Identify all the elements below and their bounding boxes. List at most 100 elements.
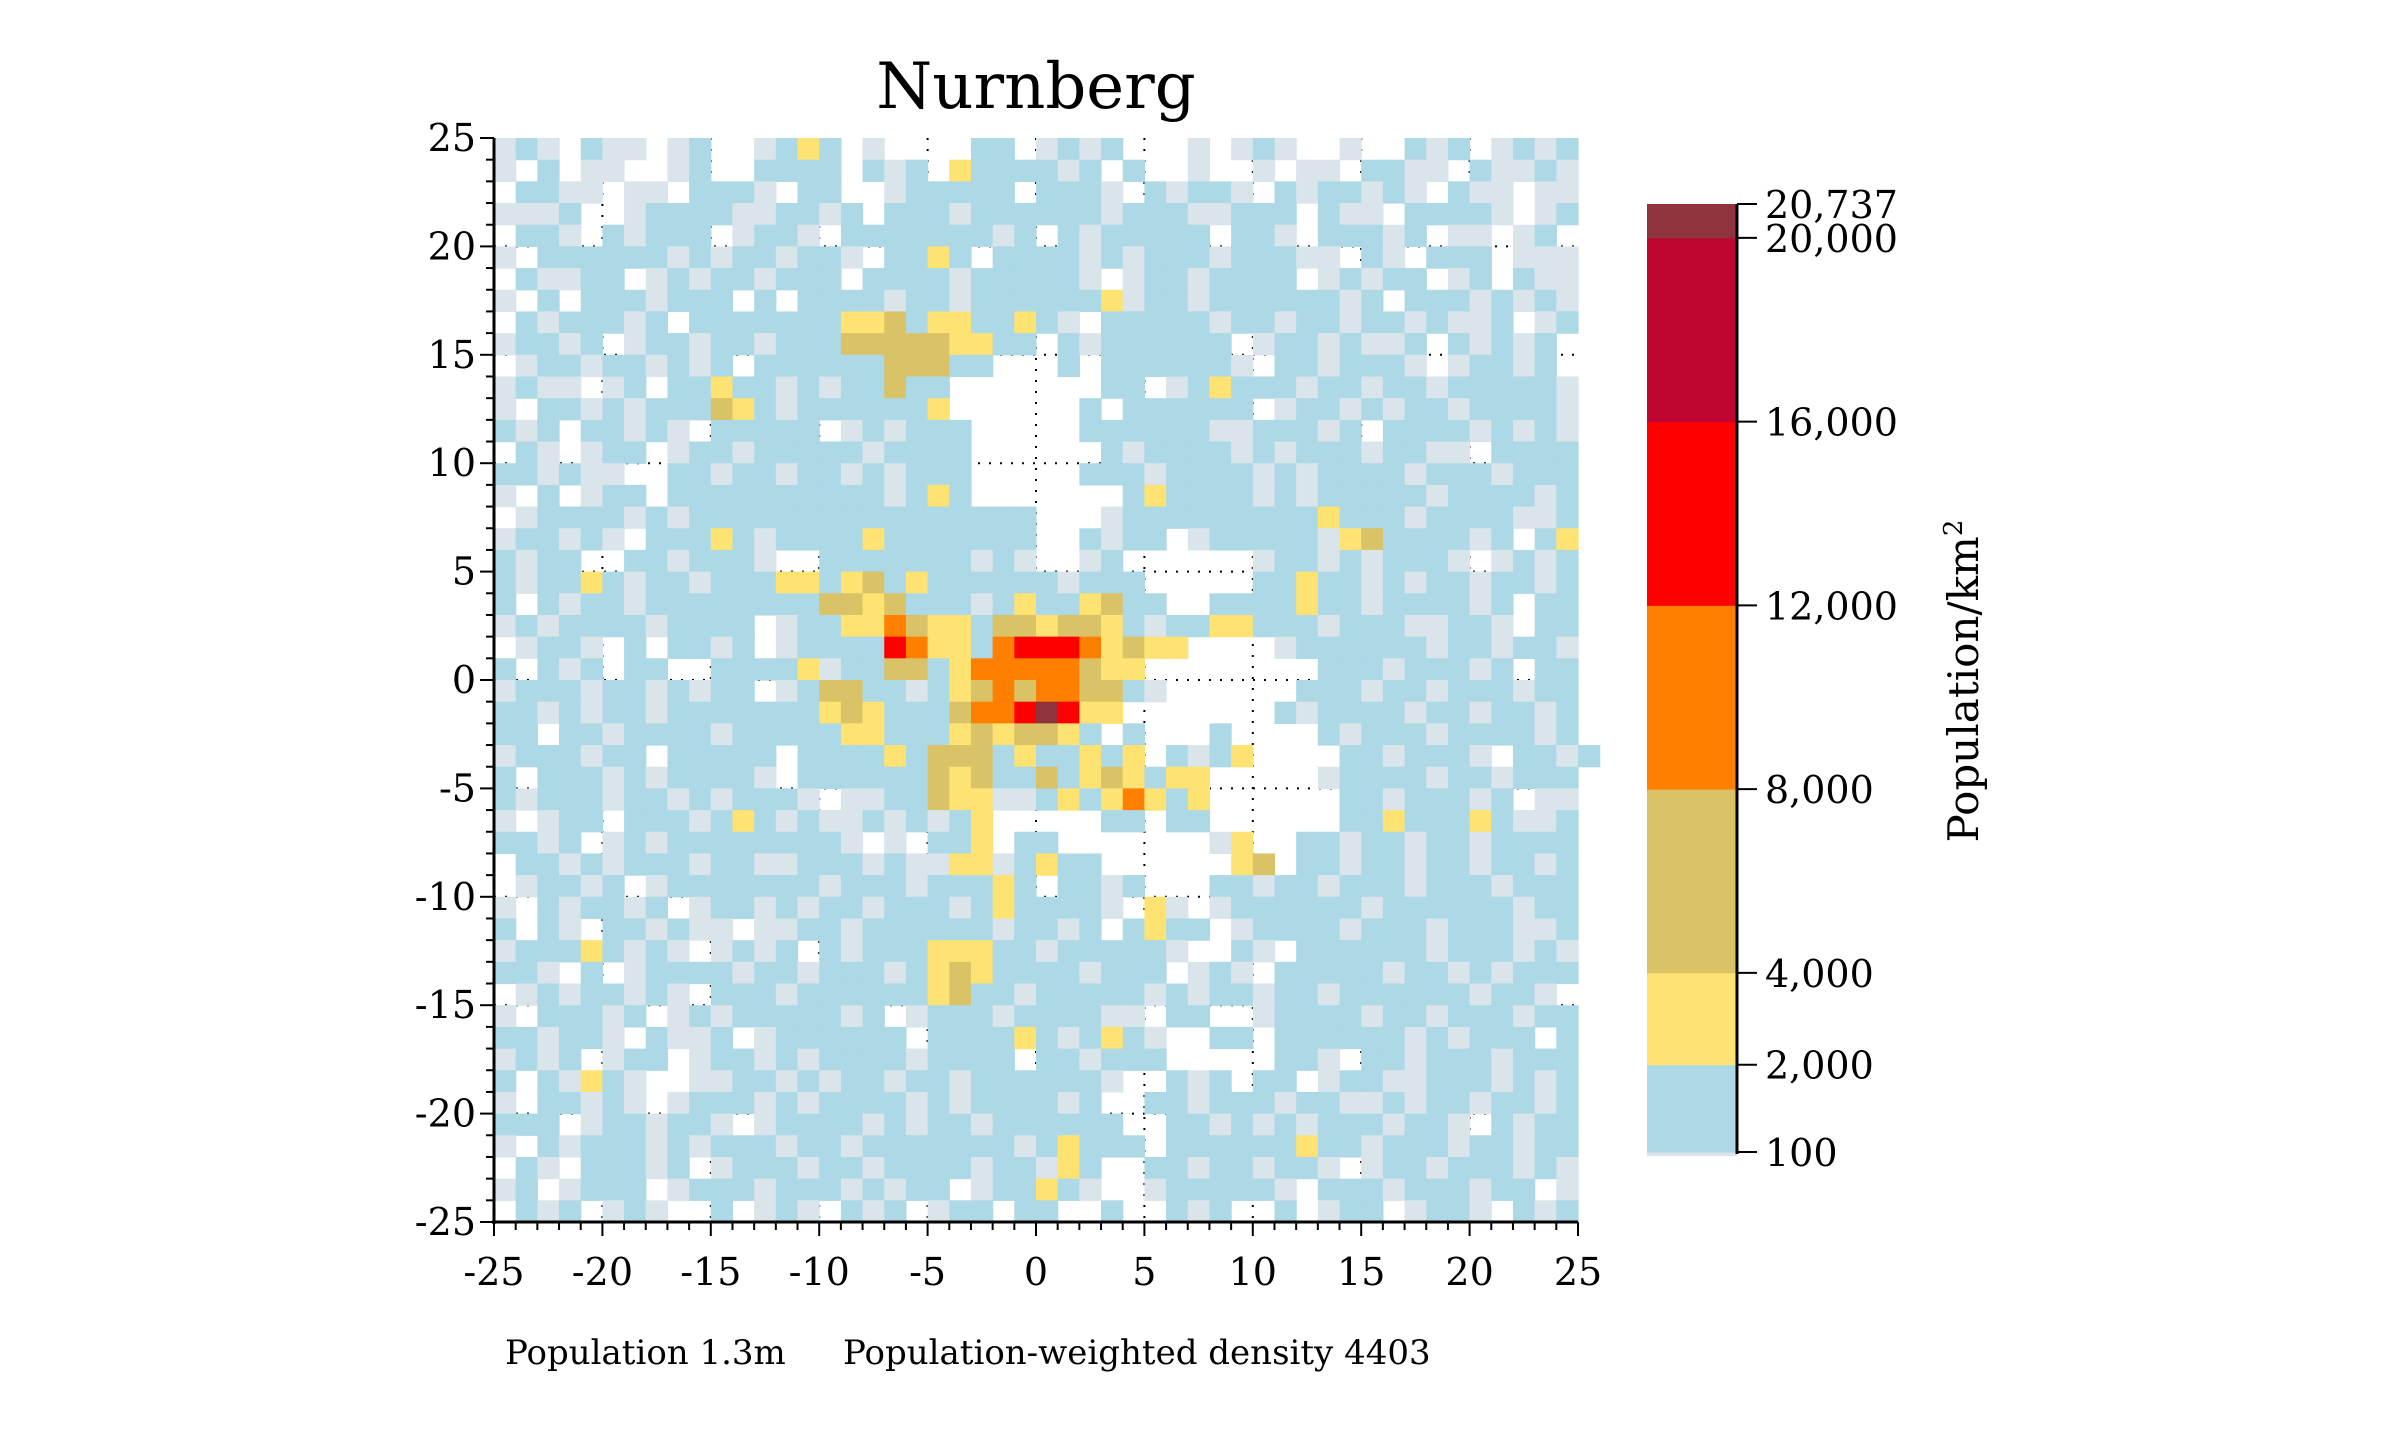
heatmap-cell	[1382, 875, 1406, 898]
heatmap-cell	[1426, 1156, 1449, 1180]
heatmap-cell	[1339, 571, 1362, 594]
heatmap-cell	[732, 614, 755, 638]
heatmap-cell	[840, 1178, 864, 1201]
heatmap-cell	[689, 203, 712, 226]
heatmap-cell	[1036, 181, 1059, 204]
heatmap-cell	[602, 246, 625, 269]
heatmap-cell	[1101, 658, 1124, 681]
y-tick-label: -15	[415, 983, 476, 1027]
heatmap-cell	[754, 831, 777, 855]
heatmap-cell	[1252, 159, 1276, 182]
heatmap-cell	[1144, 203, 1167, 226]
heatmap-cell	[1534, 289, 1557, 313]
heatmap-cell	[1317, 896, 1341, 920]
heatmap-cell	[1512, 398, 1536, 421]
heatmap-cell	[1447, 1156, 1471, 1180]
heatmap-cell	[689, 289, 712, 313]
heatmap-cell	[949, 311, 972, 334]
heatmap-cell	[1317, 1026, 1341, 1050]
heatmap-cell	[580, 1026, 603, 1050]
heatmap-cell	[1382, 268, 1406, 291]
heatmap-cell	[754, 1113, 777, 1136]
heatmap-cell	[927, 1026, 950, 1050]
heatmap-cell	[797, 918, 820, 941]
heatmap-cell	[1166, 1070, 1189, 1093]
heatmap-cell	[992, 918, 1015, 941]
heatmap-cell	[1361, 636, 1384, 659]
heatmap-cell	[862, 896, 885, 920]
heatmap-cell	[1426, 1005, 1449, 1028]
heatmap-cell	[1426, 138, 1449, 161]
heatmap-cell	[1512, 419, 1536, 443]
heatmap-cell	[515, 723, 538, 746]
heatmap-cell	[970, 896, 994, 920]
heatmap-cell	[559, 1048, 582, 1071]
heatmap-cell	[754, 528, 777, 551]
heatmap-cell	[862, 614, 885, 638]
heatmap-cell	[905, 1178, 929, 1201]
heatmap-cell	[840, 398, 864, 421]
heatmap-cell	[710, 1178, 734, 1201]
heatmap-cell	[840, 419, 864, 443]
heatmap-cell	[1534, 549, 1557, 573]
heatmap-cell	[537, 788, 560, 811]
y-tick-label: 20	[428, 224, 476, 268]
heatmap-cell	[1512, 571, 1536, 594]
heatmap-cell	[927, 333, 950, 356]
heatmap-cell	[905, 224, 929, 247]
y-tick-label: -5	[439, 766, 476, 810]
heatmap-cell	[1014, 658, 1037, 681]
heatmap-cell	[1057, 918, 1080, 941]
heatmap-cell	[1252, 549, 1276, 573]
heatmap-cell	[1122, 658, 1145, 681]
heatmap-cell	[1166, 268, 1189, 291]
heatmap-cell	[819, 398, 842, 421]
heatmap-cell	[494, 723, 517, 746]
heatmap-cell	[1361, 896, 1384, 920]
heatmap-cell	[624, 701, 647, 724]
heatmap-cell	[1447, 1200, 1471, 1223]
heatmap-cell	[1274, 268, 1297, 291]
heatmap-cell	[1361, 658, 1384, 681]
heatmap-cell	[884, 831, 907, 855]
heatmap-cell	[819, 875, 842, 898]
heatmap-cell	[840, 745, 864, 768]
heatmap-cell	[1187, 961, 1211, 985]
heatmap-cell	[754, 896, 777, 920]
heatmap-cell	[1361, 593, 1384, 616]
heatmap-cell	[1231, 593, 1254, 616]
heatmap-cell	[602, 419, 625, 443]
heatmap-cell	[1404, 138, 1427, 161]
heatmap-cell	[927, 593, 950, 616]
heatmap-cell	[1556, 203, 1579, 226]
heatmap-cell	[1447, 636, 1471, 659]
heatmap-cell	[1339, 1178, 1362, 1201]
heatmap-cell	[1556, 1070, 1579, 1093]
heatmap-cell	[1447, 1091, 1471, 1115]
heatmap-cell	[1057, 614, 1080, 638]
heatmap-cell	[884, 745, 907, 768]
heatmap-cell	[1057, 1156, 1080, 1180]
heatmap-cell	[1252, 896, 1276, 920]
heatmap-cell	[1101, 549, 1124, 573]
heatmap-cell	[840, 1005, 864, 1028]
heatmap-cell	[1382, 614, 1406, 638]
heatmap-cell	[494, 528, 517, 551]
heatmap-cell	[1317, 1070, 1341, 1093]
heatmap-cell	[905, 159, 929, 182]
heatmap-cell	[1209, 875, 1232, 898]
heatmap-cell	[992, 224, 1015, 247]
heatmap-cell	[1491, 810, 1514, 833]
heatmap-cell	[1014, 983, 1037, 1006]
heatmap-cell	[840, 1091, 864, 1115]
heatmap-cell	[667, 528, 690, 551]
colorbar-segment	[1647, 421, 1737, 606]
heatmap-cell	[970, 138, 994, 161]
heatmap-cell	[667, 1091, 690, 1115]
heatmap-cell	[1382, 961, 1406, 985]
heatmap-cell	[645, 268, 669, 291]
heatmap-cell	[1296, 311, 1319, 334]
heatmap-cell	[1491, 940, 1514, 963]
heatmap-cell	[970, 506, 994, 529]
heatmap-cell	[1057, 1005, 1080, 1028]
